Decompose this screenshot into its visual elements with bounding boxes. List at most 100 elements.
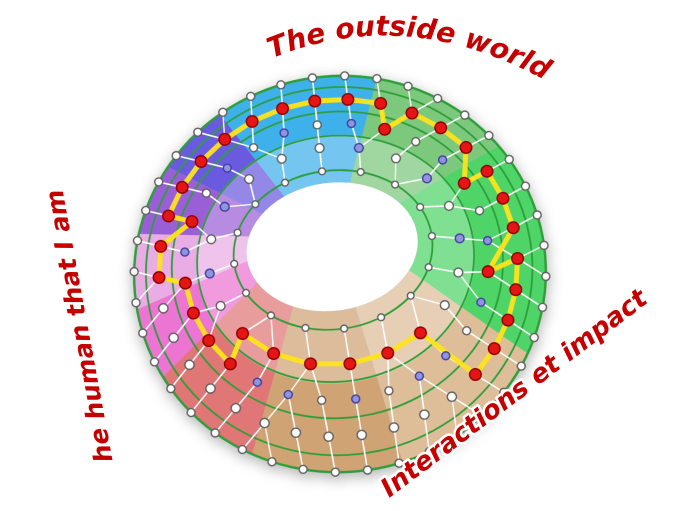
- node-B-15[interactable]: [316, 395, 327, 405]
- node-outer-0[interactable]: [307, 73, 318, 83]
- node-A-10[interactable]: [509, 283, 523, 297]
- node-outer-11[interactable]: [541, 271, 551, 282]
- node-outer-6[interactable]: [484, 130, 494, 141]
- node-B-24[interactable]: [201, 188, 212, 198]
- node-outer-29[interactable]: [138, 328, 148, 338]
- node-A-23[interactable]: [184, 359, 195, 371]
- node-A-14[interactable]: [446, 391, 458, 403]
- node-outer-14[interactable]: [516, 361, 526, 371]
- node-A-4[interactable]: [434, 121, 448, 135]
- node-D-3[interactable]: [416, 202, 425, 212]
- node-A-13[interactable]: [468, 368, 482, 382]
- node-B-11[interactable]: [441, 351, 451, 361]
- node-A-16[interactable]: [388, 422, 400, 433]
- node-outer-28[interactable]: [149, 357, 160, 367]
- node-A-27[interactable]: [154, 239, 168, 253]
- node-A-6[interactable]: [480, 164, 494, 178]
- node-outer-13[interactable]: [529, 332, 539, 343]
- node-A-28[interactable]: [162, 209, 176, 223]
- node-A-1[interactable]: [341, 92, 355, 106]
- node-C-3[interactable]: [421, 173, 433, 184]
- node-C-12[interactable]: [267, 347, 281, 361]
- node-A-2[interactable]: [374, 96, 388, 110]
- node-outer-5[interactable]: [460, 110, 470, 120]
- node-C-13[interactable]: [236, 327, 250, 341]
- node-B-27[interactable]: [279, 128, 289, 138]
- node-outer-22[interactable]: [298, 464, 308, 475]
- node-D-15[interactable]: [280, 178, 290, 187]
- node-outer-31[interactable]: [129, 266, 139, 277]
- node-D-13[interactable]: [233, 228, 242, 237]
- node-C-11[interactable]: [304, 357, 318, 371]
- node-A-25[interactable]: [158, 303, 169, 314]
- node-D-4[interactable]: [427, 231, 437, 241]
- node-outer-35[interactable]: [171, 150, 181, 161]
- node-A-32[interactable]: [245, 114, 259, 128]
- node-A-0[interactable]: [308, 94, 322, 108]
- node-B-21[interactable]: [178, 276, 192, 290]
- node-outer-38[interactable]: [246, 91, 256, 102]
- node-C-8[interactable]: [413, 326, 427, 340]
- node-B-23[interactable]: [185, 215, 199, 229]
- node-outer-39[interactable]: [276, 80, 286, 90]
- node-B-6[interactable]: [474, 205, 485, 216]
- node-D-12[interactable]: [230, 259, 239, 268]
- node-B-10[interactable]: [461, 326, 472, 336]
- node-B-14[interactable]: [351, 394, 361, 404]
- node-outer-2[interactable]: [372, 73, 382, 84]
- node-C-18[interactable]: [243, 173, 255, 185]
- node-outer-4[interactable]: [432, 93, 443, 104]
- node-outer-8[interactable]: [520, 181, 531, 191]
- node-B-16[interactable]: [283, 389, 293, 400]
- node-A-31[interactable]: [218, 132, 232, 146]
- node-C-10[interactable]: [343, 357, 357, 371]
- node-C-17[interactable]: [219, 201, 230, 212]
- node-A-33[interactable]: [276, 102, 290, 116]
- node-D-0[interactable]: [317, 167, 327, 176]
- node-B-13[interactable]: [384, 386, 394, 396]
- node-A-26[interactable]: [152, 271, 166, 285]
- node-C-7[interactable]: [439, 300, 450, 311]
- node-C-6[interactable]: [453, 267, 464, 278]
- node-outer-33[interactable]: [141, 205, 151, 216]
- node-B-1[interactable]: [346, 118, 357, 129]
- node-outer-37[interactable]: [218, 107, 228, 118]
- node-A-12[interactable]: [487, 342, 501, 356]
- node-outer-27[interactable]: [166, 383, 176, 394]
- node-outer-16[interactable]: [477, 411, 487, 421]
- node-B-9[interactable]: [476, 297, 486, 307]
- node-outer-1[interactable]: [339, 71, 350, 81]
- node-A-15[interactable]: [419, 409, 430, 420]
- node-D-11[interactable]: [241, 288, 251, 297]
- node-C-15[interactable]: [204, 268, 215, 279]
- node-D-2[interactable]: [390, 180, 400, 189]
- sector-tan-light[interactable]: [352, 256, 541, 466]
- node-outer-21[interactable]: [330, 467, 341, 477]
- node-outer-30[interactable]: [131, 297, 141, 308]
- node-B-5[interactable]: [457, 176, 471, 190]
- node-A-22[interactable]: [205, 383, 216, 394]
- node-D-1[interactable]: [356, 167, 365, 177]
- node-D-8[interactable]: [340, 324, 349, 333]
- node-B-26[interactable]: [248, 142, 259, 153]
- node-C-2[interactable]: [390, 153, 402, 164]
- node-A-19[interactable]: [290, 427, 302, 438]
- node-outer-7[interactable]: [504, 154, 514, 165]
- node-B-0[interactable]: [312, 120, 322, 130]
- node-A-18[interactable]: [323, 431, 334, 442]
- node-outer-12[interactable]: [537, 302, 548, 313]
- node-C-0[interactable]: [314, 143, 325, 154]
- node-B-25[interactable]: [222, 163, 232, 173]
- node-B-19[interactable]: [202, 334, 216, 348]
- node-C-14[interactable]: [215, 300, 226, 312]
- sector-cyan[interactable]: [217, 69, 392, 204]
- node-outer-24[interactable]: [237, 444, 248, 455]
- node-B-3[interactable]: [411, 136, 421, 147]
- node-B-20[interactable]: [186, 306, 200, 320]
- node-A-24[interactable]: [168, 332, 179, 344]
- node-B-2[interactable]: [378, 122, 392, 136]
- node-outer-36[interactable]: [193, 127, 203, 137]
- node-D-5[interactable]: [424, 263, 433, 272]
- node-A-29[interactable]: [175, 180, 189, 194]
- node-A-30[interactable]: [194, 155, 208, 169]
